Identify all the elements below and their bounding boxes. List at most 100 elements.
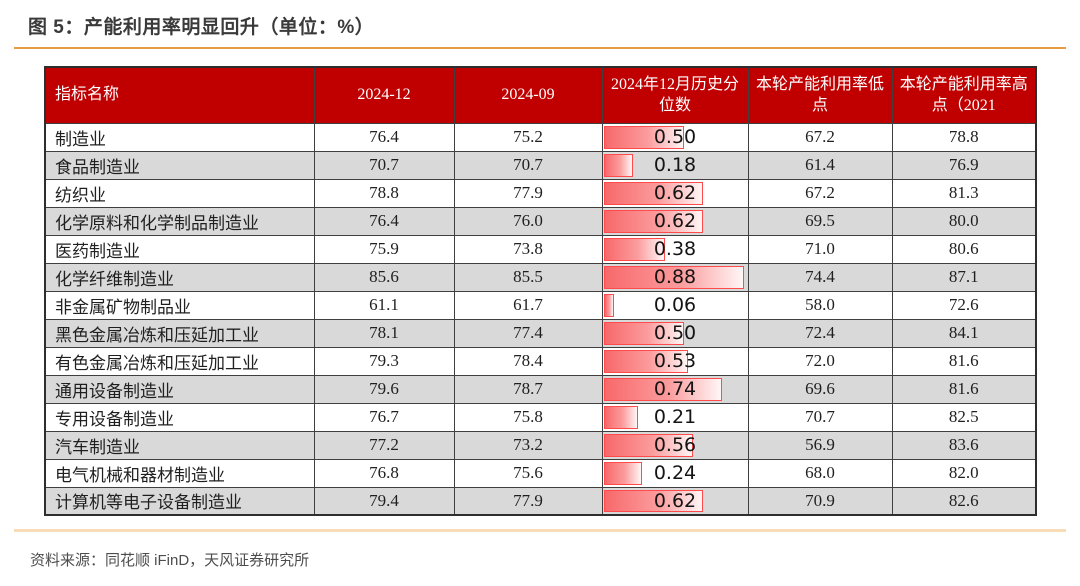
percentile-value: 0.62 bbox=[653, 489, 697, 512]
percentile-bar bbox=[603, 349, 689, 373]
table-row: 食品制造业 70.7 70.7 0.18 61.4 76.9 bbox=[44, 150, 1037, 180]
percentile-bar bbox=[603, 377, 722, 401]
cell-value: 76.4 bbox=[313, 122, 455, 152]
cell-value: 71.0 bbox=[747, 234, 893, 264]
cell-percentile-databar: 0.88 bbox=[601, 262, 749, 292]
percentile-bar bbox=[603, 489, 703, 512]
table-body: 制造业 76.4 75.2 0.50 67.2 78.8 食品制造业 70.7 70.7 0.18… bbox=[44, 122, 1037, 516]
cell-indicator-name: 电气机械和器材制造业 bbox=[44, 458, 315, 488]
cell-percentile-databar: 0.21 bbox=[601, 402, 749, 432]
cell-value: 74.4 bbox=[747, 262, 893, 292]
percentile-value: 0.06 bbox=[653, 294, 697, 316]
cell-value: 56.9 bbox=[747, 430, 893, 460]
cell-value: 76.4 bbox=[313, 206, 455, 236]
cell-value: 84.1 bbox=[891, 318, 1037, 348]
table-row: 有色金属冶炼和压延加工业 79.3 78.4 0.53 72.0 81.6 bbox=[44, 346, 1037, 376]
cell-value: 70.7 bbox=[453, 150, 603, 180]
percentile-bar bbox=[603, 153, 633, 177]
cell-value: 76.0 bbox=[453, 206, 603, 236]
cell-value: 76.9 bbox=[891, 150, 1037, 180]
cell-indicator-name: 化学纤维制造业 bbox=[44, 262, 315, 292]
cell-value: 85.6 bbox=[313, 262, 455, 292]
cell-value: 68.0 bbox=[747, 458, 893, 488]
cell-percentile-databar: 0.18 bbox=[601, 150, 749, 180]
cell-value: 70.9 bbox=[747, 486, 893, 516]
cell-value: 73.2 bbox=[453, 430, 603, 460]
cell-value: 61.7 bbox=[453, 290, 603, 320]
table-row: 计算机等电子设备制造业 79.4 77.9 0.62 70.9 82.6 bbox=[44, 486, 1037, 516]
percentile-bar bbox=[603, 265, 745, 289]
cell-value: 82.6 bbox=[891, 486, 1037, 516]
cell-value: 78.8 bbox=[891, 122, 1037, 152]
cell-value: 79.3 bbox=[313, 346, 455, 376]
cell-value: 82.5 bbox=[891, 402, 1037, 432]
percentile-bar bbox=[603, 237, 665, 261]
cell-value: 81.6 bbox=[891, 374, 1037, 404]
cell-percentile-databar: 0.53 bbox=[601, 346, 749, 376]
cell-value: 77.9 bbox=[453, 486, 603, 516]
table-row: 化学纤维制造业 85.6 85.5 0.88 74.4 87.1 bbox=[44, 262, 1037, 292]
cell-percentile-databar: 0.06 bbox=[601, 290, 749, 320]
table-row: 通用设备制造业 79.6 78.7 0.74 69.6 81.6 bbox=[44, 374, 1037, 404]
cell-value: 67.2 bbox=[747, 122, 893, 152]
cell-value: 81.3 bbox=[891, 178, 1037, 208]
table-row: 制造业 76.4 75.2 0.50 67.2 78.8 bbox=[44, 122, 1037, 152]
percentile-bar bbox=[603, 125, 684, 149]
cell-indicator-name: 非金属矿物制品业 bbox=[44, 290, 315, 320]
cell-value: 61.4 bbox=[747, 150, 893, 180]
cell-percentile-databar: 0.62 bbox=[601, 486, 749, 516]
source-note: 资料来源：同花顺 iFinD，天风证券研究所 bbox=[30, 552, 310, 569]
percentile-bar bbox=[603, 461, 643, 485]
cell-value: 61.1 bbox=[313, 290, 455, 320]
column-header: 2024年12月历史分位数 bbox=[601, 66, 749, 124]
cell-value: 70.7 bbox=[747, 402, 893, 432]
percentile-value: 0.74 bbox=[653, 378, 697, 400]
cell-value: 75.9 bbox=[313, 234, 455, 264]
table-row: 汽车制造业 77.2 73.2 0.56 56.9 83.6 bbox=[44, 430, 1037, 460]
cell-indicator-name: 纺织业 bbox=[44, 178, 315, 208]
percentile-value: 0.50 bbox=[653, 126, 697, 148]
cell-value: 80.0 bbox=[891, 206, 1037, 236]
column-header: 2024-09 bbox=[453, 66, 603, 124]
percentile-value: 0.50 bbox=[653, 322, 697, 344]
cell-value: 77.9 bbox=[453, 178, 603, 208]
cell-value: 72.6 bbox=[891, 290, 1037, 320]
cell-indicator-name: 汽车制造业 bbox=[44, 430, 315, 460]
cell-percentile-databar: 0.74 bbox=[601, 374, 749, 404]
percentile-value: 0.62 bbox=[653, 210, 697, 232]
cell-value: 78.4 bbox=[453, 346, 603, 376]
column-header: 本轮产能利用率高点（2021 bbox=[891, 66, 1037, 124]
percentile-value: 0.88 bbox=[653, 266, 697, 288]
cell-value: 77.4 bbox=[453, 318, 603, 348]
cell-indicator-name: 通用设备制造业 bbox=[44, 374, 315, 404]
table-row: 专用设备制造业 76.7 75.8 0.21 70.7 82.5 bbox=[44, 402, 1037, 432]
table-row: 医药制造业 75.9 73.8 0.38 71.0 80.6 bbox=[44, 234, 1037, 264]
table-row: 黑色金属冶炼和压延加工业 78.1 77.4 0.50 72.4 84.1 bbox=[44, 318, 1037, 348]
cell-value: 87.1 bbox=[891, 262, 1037, 292]
cell-percentile-databar: 0.56 bbox=[601, 430, 749, 460]
cell-value: 79.4 bbox=[313, 486, 455, 516]
percentile-bar bbox=[603, 321, 684, 345]
cell-value: 77.2 bbox=[313, 430, 455, 460]
cell-value: 76.8 bbox=[313, 458, 455, 488]
cell-value: 78.7 bbox=[453, 374, 603, 404]
figure-title: 图 5：产能利用率明显回升（单位：%） bbox=[28, 17, 375, 38]
cell-value: 70.7 bbox=[313, 150, 455, 180]
cell-value: 78.8 bbox=[313, 178, 455, 208]
cell-percentile-databar: 0.24 bbox=[601, 458, 749, 488]
table-row: 纺织业 78.8 77.9 0.62 67.2 81.3 bbox=[44, 178, 1037, 208]
cell-indicator-name: 制造业 bbox=[44, 122, 315, 152]
cell-value: 78.1 bbox=[313, 318, 455, 348]
percentile-bar bbox=[603, 405, 638, 429]
cell-value: 85.5 bbox=[453, 262, 603, 292]
percentile-value: 0.24 bbox=[653, 462, 697, 484]
cell-value: 76.7 bbox=[313, 402, 455, 432]
cell-percentile-databar: 0.62 bbox=[601, 206, 749, 236]
cell-indicator-name: 医药制造业 bbox=[44, 234, 315, 264]
cell-value: 81.6 bbox=[891, 346, 1037, 376]
percentile-bar bbox=[603, 293, 614, 317]
cell-indicator-name: 黑色金属冶炼和压延加工业 bbox=[44, 318, 315, 348]
percentile-value: 0.21 bbox=[653, 406, 697, 428]
cell-value: 67.2 bbox=[747, 178, 893, 208]
percentile-value: 0.62 bbox=[653, 182, 697, 204]
